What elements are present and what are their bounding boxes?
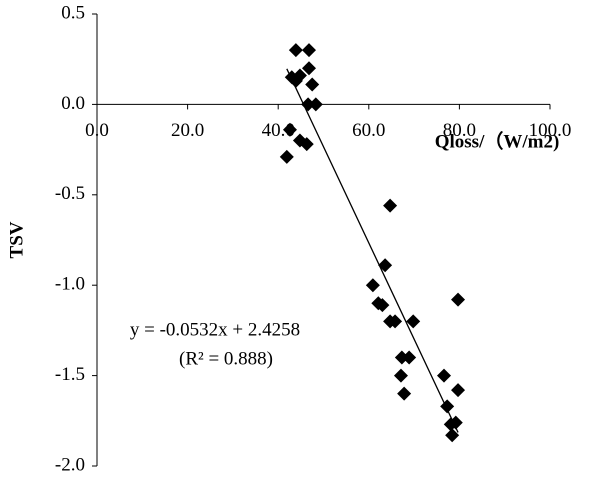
y-tick-label: -0.5 <box>55 183 85 204</box>
point <box>288 73 303 88</box>
trendline-equation: y = -0.0532x + 2.4258 <box>130 319 300 340</box>
point <box>305 77 320 92</box>
point <box>393 368 408 383</box>
x-tick-label: 0.0 <box>85 120 109 141</box>
point <box>375 298 390 313</box>
point <box>302 43 317 58</box>
point <box>397 386 412 401</box>
x-tick-label: 40.0 <box>262 120 295 141</box>
x-tick-label: 60.0 <box>352 120 385 141</box>
point <box>388 314 403 329</box>
trendline-r2: (R² = 0.888) <box>179 348 273 369</box>
x-tick-label: 100.0 <box>529 120 572 141</box>
point <box>308 97 323 112</box>
point <box>279 149 294 164</box>
point <box>406 314 421 329</box>
x-tick-label: 20.0 <box>171 120 204 141</box>
x-axis-title: Qloss/（W/m2) <box>435 129 560 152</box>
point <box>451 383 466 398</box>
y-tick-label: 0.5 <box>61 2 85 23</box>
point <box>448 415 463 430</box>
y-tick-label: -1.0 <box>55 274 85 295</box>
point <box>394 350 409 365</box>
point <box>302 61 317 76</box>
point <box>436 368 451 383</box>
point <box>365 278 380 293</box>
point <box>445 428 460 443</box>
y-tick-label: -2.0 <box>55 454 85 475</box>
point <box>282 122 297 137</box>
point <box>402 350 417 365</box>
y-tick-label: -1.5 <box>55 364 85 385</box>
point <box>301 97 316 112</box>
y-tick-label: 0.0 <box>61 93 85 114</box>
point <box>299 137 314 152</box>
y-axis-title: TSV <box>6 221 27 258</box>
x-tick-label: 80.0 <box>443 120 476 141</box>
point <box>440 399 455 414</box>
point <box>288 43 303 58</box>
point <box>383 198 398 213</box>
point <box>451 292 466 307</box>
point <box>378 258 393 273</box>
trendline <box>286 68 459 433</box>
